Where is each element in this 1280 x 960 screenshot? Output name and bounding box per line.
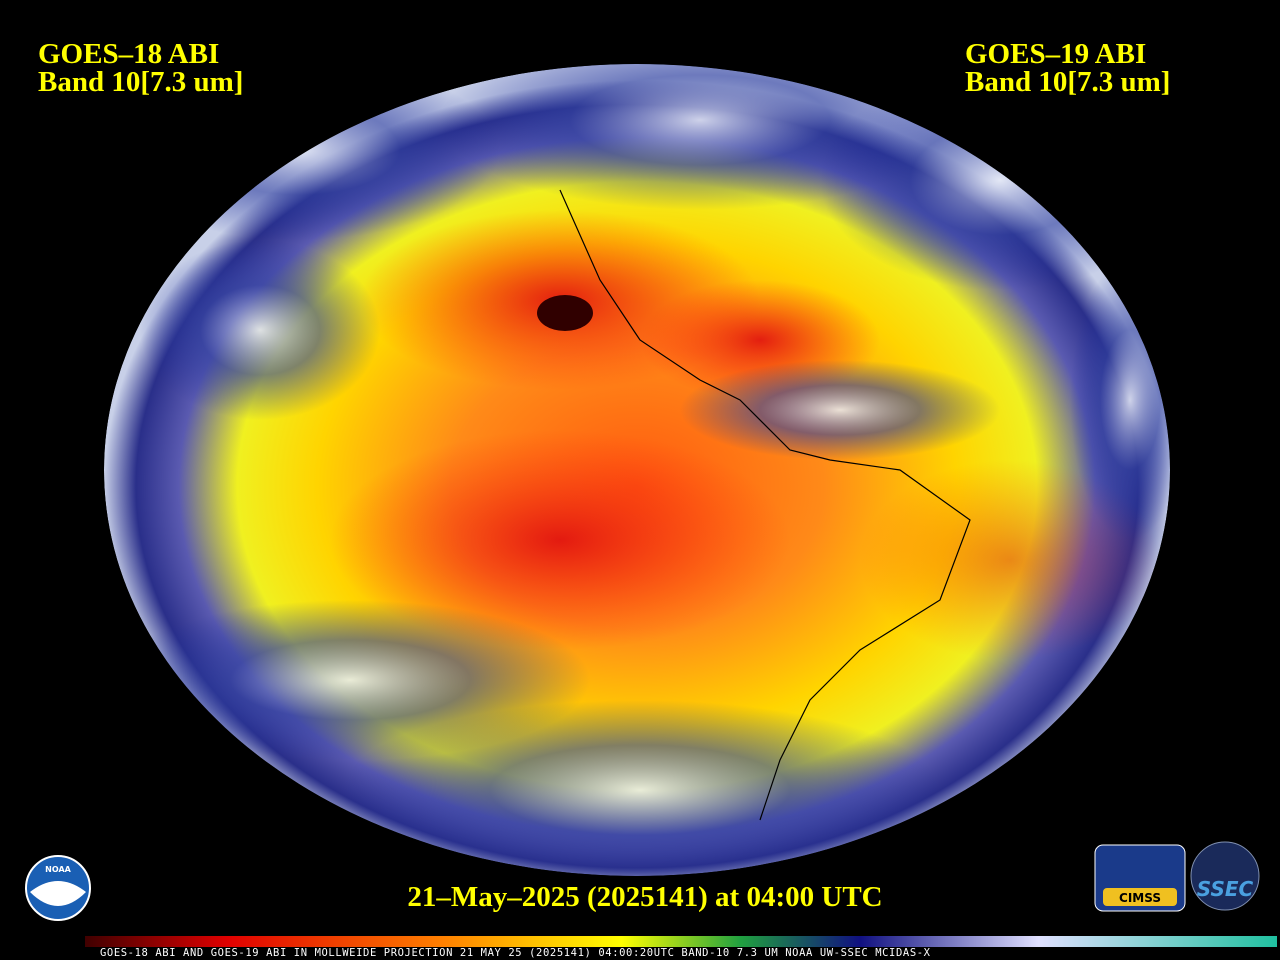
color-bar — [85, 936, 1277, 947]
timestamp: 21–May–2025 (2025141) at 04:00 UTC — [407, 881, 882, 913]
right-band: Band 10[7.3 um] — [965, 66, 1170, 98]
left-satellite: GOES–18 ABI — [38, 38, 219, 70]
cimss-logo: CIMSS — [1094, 844, 1186, 912]
left-band: Band 10[7.3 um] — [38, 66, 243, 98]
noaa-text: NOAA — [45, 865, 71, 874]
cimss-text: CIMSS — [1119, 891, 1161, 905]
noaa-logo: NOAA — [25, 855, 91, 921]
ssec-logo: SSEC — [1190, 841, 1260, 911]
footer-caption: GOES-18 ABI AND GOES-19 ABI IN MOLLWEIDE… — [100, 947, 931, 959]
right-satellite: GOES–19 ABI — [965, 38, 1146, 70]
ssec-text: SSEC — [1197, 877, 1254, 901]
